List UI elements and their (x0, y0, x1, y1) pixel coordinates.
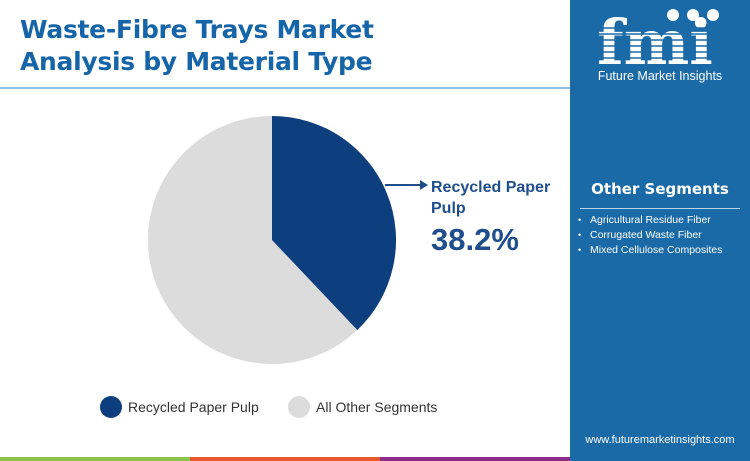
footer-bar-green (0, 457, 190, 461)
callout-label: Recycled Paper Pulp (431, 179, 551, 217)
callout-value: 38.2% (431, 222, 519, 257)
chart-title: Waste-Fibre Trays Market Analysis by Mat… (20, 14, 374, 78)
legend-swatch-icon (288, 396, 310, 418)
legend-label: Recycled Paper Pulp (128, 399, 259, 415)
other-segments-title: Other Segments (591, 180, 729, 198)
other-segments-list: • Agricultural Residue Fiber • Corrugated … (578, 213, 722, 258)
bullet-icon: • (578, 215, 582, 225)
list-item: • Corrugated Waste Fiber (578, 229, 702, 241)
legend-item-other-segments: All Other Segments (288, 396, 437, 418)
side-panel (570, 0, 750, 461)
title-line-2: Analysis by Material Type (20, 47, 373, 76)
legend-label: All Other Segments (316, 399, 438, 415)
title-divider (0, 87, 570, 89)
footer-bar-orange (190, 457, 380, 461)
fmi-logo-icon: fmi (595, 8, 730, 68)
legend-swatch-icon (100, 396, 122, 418)
list-item: • Agricultural Residue Fiber (578, 214, 711, 226)
title-line-1: Waste-Fibre Trays Market (20, 15, 374, 44)
callout-arrow-head (420, 180, 428, 190)
other-segments-divider (580, 208, 740, 209)
list-item: • Mixed Cellulose Composites (578, 244, 723, 256)
footer-bar-purple (380, 457, 570, 461)
brand-name: Future Market Insights (597, 69, 723, 83)
legend-item-recycled-paper-pulp: Recycled Paper Pulp (100, 396, 259, 418)
bullet-icon: • (578, 245, 582, 255)
pie-slice-recycled-paper-pulp (272, 116, 397, 330)
bullet-icon: • (578, 230, 582, 240)
pie-chart (148, 116, 428, 364)
website-url: www.futuremarketinsights.com (585, 434, 735, 446)
